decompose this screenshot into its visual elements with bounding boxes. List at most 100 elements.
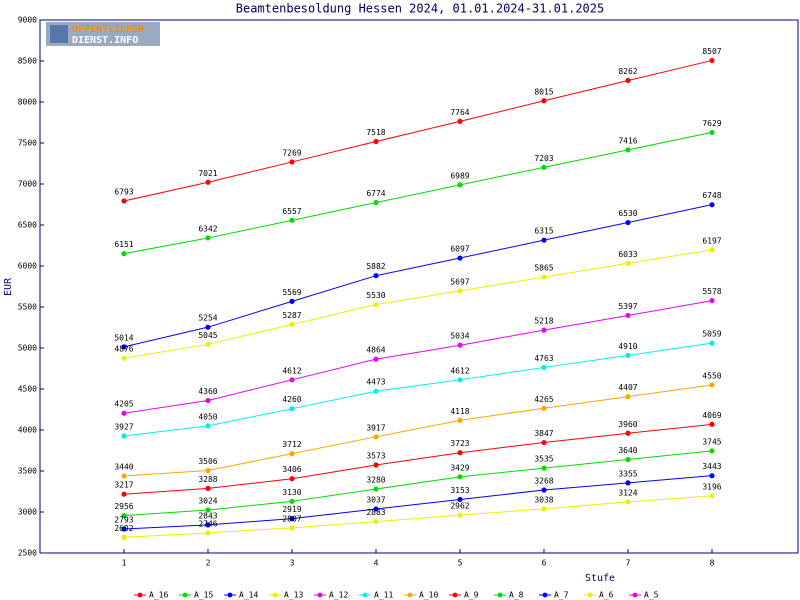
data-label: 3712 bbox=[282, 440, 301, 449]
legend-marker bbox=[587, 592, 593, 598]
legend-marker bbox=[497, 592, 503, 598]
data-label: 3927 bbox=[114, 422, 133, 431]
data-label: 6151 bbox=[114, 240, 133, 249]
point bbox=[541, 237, 547, 243]
point bbox=[289, 451, 295, 457]
plot-frame bbox=[39, 19, 799, 554]
point bbox=[205, 467, 211, 474]
y-tick-label: 3000 bbox=[18, 508, 37, 517]
data-label: 4910 bbox=[618, 342, 637, 351]
point bbox=[709, 247, 715, 253]
point bbox=[541, 439, 547, 446]
data-label: 5287 bbox=[282, 311, 301, 320]
legend-marker bbox=[542, 592, 548, 598]
data-label: 5059 bbox=[702, 330, 721, 339]
point bbox=[625, 147, 631, 153]
y-tick-label: 2500 bbox=[18, 549, 37, 558]
data-label: 7203 bbox=[534, 154, 553, 163]
logo: ÖFFENTLICHER DIENST.INFO bbox=[46, 21, 160, 46]
data-label: 5865 bbox=[534, 264, 553, 273]
data-label: 3440 bbox=[114, 462, 133, 471]
data-label: 3429 bbox=[450, 463, 469, 472]
point bbox=[373, 356, 379, 362]
data-label: 3268 bbox=[534, 477, 553, 486]
data-label: 3745 bbox=[702, 437, 721, 446]
data-label: 6793 bbox=[114, 187, 133, 196]
data-label: 8262 bbox=[618, 67, 637, 76]
point bbox=[541, 274, 547, 280]
y-axis-label: EUR bbox=[3, 277, 14, 296]
y-tick-label: 8500 bbox=[18, 57, 37, 66]
point bbox=[121, 355, 127, 361]
legend-label: A_8 bbox=[509, 591, 524, 600]
point bbox=[121, 410, 127, 416]
point bbox=[289, 377, 295, 383]
data-label: 5034 bbox=[450, 332, 469, 341]
y-tick-label: 7500 bbox=[18, 139, 37, 148]
data-label: 4864 bbox=[366, 346, 385, 355]
data-label: 6033 bbox=[618, 250, 637, 259]
data-label: 3406 bbox=[282, 465, 301, 474]
data-label: 3038 bbox=[534, 495, 553, 504]
point bbox=[457, 417, 463, 423]
point bbox=[205, 341, 211, 347]
point bbox=[373, 301, 379, 308]
point bbox=[373, 462, 379, 468]
data-label: 3535 bbox=[534, 455, 553, 464]
point bbox=[289, 476, 295, 482]
data-label: 2793 bbox=[114, 515, 133, 524]
point bbox=[625, 219, 631, 226]
point bbox=[709, 298, 715, 304]
data-label: 7269 bbox=[282, 148, 301, 157]
series-line bbox=[123, 475, 713, 530]
data-label: 5218 bbox=[534, 317, 553, 326]
data-label: 3037 bbox=[366, 495, 385, 504]
legend-marker bbox=[407, 592, 413, 598]
point bbox=[457, 450, 463, 456]
data-label: 3196 bbox=[702, 482, 721, 491]
x-tick-label: 8 bbox=[710, 559, 715, 568]
data-label: 3288 bbox=[198, 475, 217, 484]
legend-marker bbox=[632, 592, 638, 598]
y-tick-label: 5000 bbox=[18, 344, 37, 353]
point bbox=[121, 198, 127, 204]
point bbox=[541, 465, 547, 471]
point bbox=[457, 342, 463, 348]
point bbox=[205, 179, 211, 185]
legend-marker bbox=[182, 592, 188, 598]
data-label: 3124 bbox=[618, 488, 637, 497]
legend-marker bbox=[362, 592, 368, 598]
point bbox=[373, 434, 379, 440]
point bbox=[205, 423, 211, 429]
point bbox=[457, 288, 463, 294]
legend-marker bbox=[452, 592, 458, 598]
data-label: 7629 bbox=[702, 119, 721, 128]
y-tick-label: 9000 bbox=[18, 16, 37, 25]
data-label: 2956 bbox=[114, 502, 133, 511]
point bbox=[289, 498, 295, 504]
point bbox=[121, 491, 127, 497]
point bbox=[541, 164, 547, 170]
data-label: 3723 bbox=[450, 439, 469, 448]
point bbox=[709, 421, 715, 427]
series-line bbox=[123, 249, 713, 359]
data-label: 4612 bbox=[282, 366, 301, 375]
data-label: 6774 bbox=[366, 189, 385, 198]
data-label: 2962 bbox=[450, 502, 469, 511]
series-line bbox=[123, 423, 713, 495]
x-axis-label: Stufe bbox=[585, 573, 615, 584]
point bbox=[625, 394, 631, 400]
y-tick-label: 7000 bbox=[18, 180, 37, 189]
data-label: 4360 bbox=[198, 387, 217, 396]
data-label: 2843 bbox=[198, 511, 217, 520]
point bbox=[289, 159, 295, 165]
point bbox=[289, 298, 295, 304]
point bbox=[205, 324, 211, 330]
point bbox=[457, 182, 463, 188]
point bbox=[541, 364, 547, 371]
data-label: 2746 bbox=[198, 519, 217, 528]
point bbox=[709, 382, 715, 388]
point bbox=[541, 405, 547, 411]
series-line bbox=[123, 300, 713, 414]
legend-label: A_15 bbox=[194, 591, 213, 600]
